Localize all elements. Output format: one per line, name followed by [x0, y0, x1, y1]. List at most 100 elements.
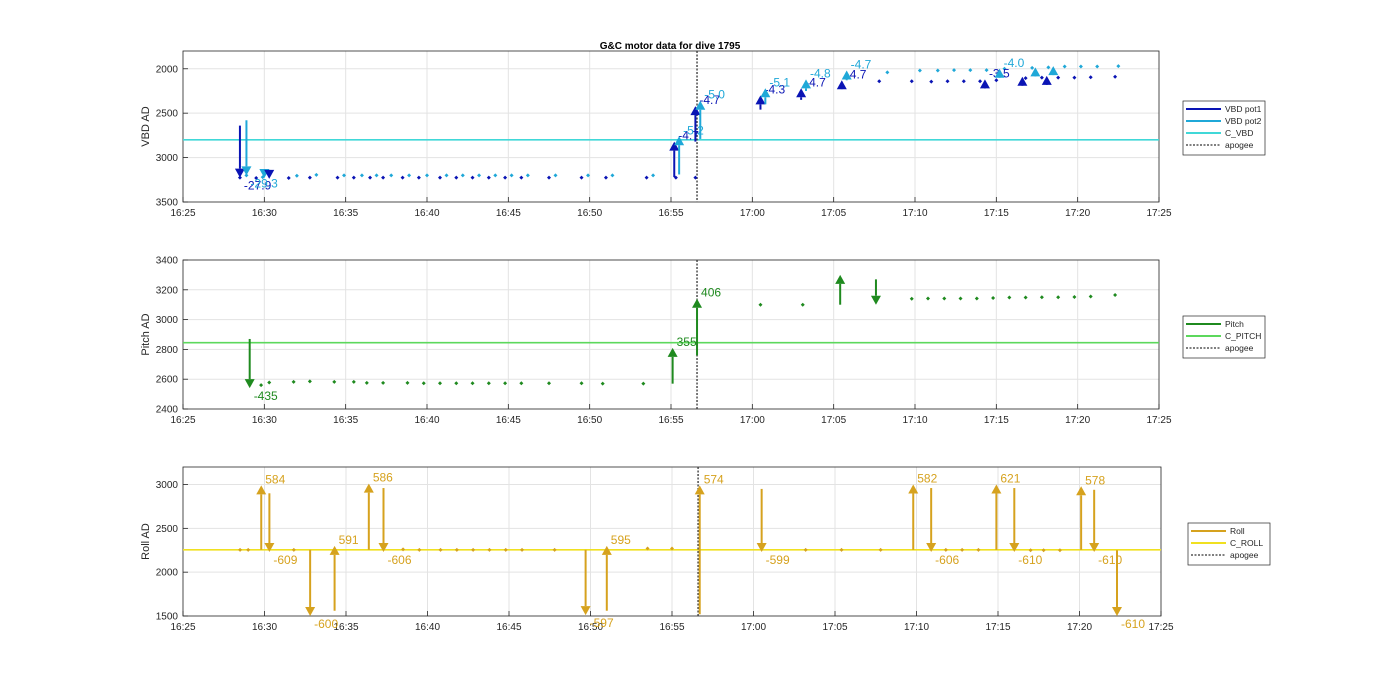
- data-point: [984, 68, 989, 73]
- x-tick-label: 17:05: [821, 415, 846, 426]
- data-point: [493, 173, 498, 178]
- data-point: [644, 175, 649, 180]
- move-arrow-head: [908, 484, 919, 494]
- data-point: [935, 68, 940, 73]
- data-point: [1056, 295, 1061, 300]
- move-arrow-head: [1041, 75, 1052, 85]
- data-point: [460, 173, 465, 178]
- x-tick-label: 16:55: [658, 415, 683, 426]
- x-tick-label: 16:30: [252, 415, 277, 426]
- data-point: [1072, 75, 1077, 80]
- data-point: [547, 175, 551, 180]
- data-point: [381, 380, 386, 385]
- data-point: [487, 547, 492, 552]
- legend-label: C_VBD: [1225, 128, 1253, 138]
- move-arrow-head: [760, 88, 771, 98]
- data-point: [1062, 64, 1067, 69]
- move-arrow-head: [926, 543, 937, 553]
- x-tick-label: 17:15: [985, 622, 1010, 633]
- data-point: [1113, 293, 1118, 298]
- data-point: [693, 175, 698, 180]
- move-arrow-head: [756, 543, 767, 553]
- data-point: [945, 79, 950, 84]
- y-tick-label: 3400: [156, 256, 179, 267]
- move-value-label: -29.3: [250, 176, 278, 190]
- x-tick-label: 17:10: [902, 415, 927, 426]
- data-point: [1088, 294, 1093, 299]
- move-arrow-head: [601, 545, 612, 555]
- x-tick-label: 17:25: [1148, 622, 1173, 633]
- data-point: [1007, 295, 1012, 300]
- data-point: [307, 379, 312, 384]
- move-arrow-head: [690, 106, 701, 116]
- x-tick-label: 17:20: [1065, 208, 1090, 219]
- move-arrow-head: [305, 607, 316, 616]
- data-point: [509, 173, 514, 178]
- data-point: [1046, 65, 1051, 70]
- move-arrow-head: [1030, 67, 1041, 77]
- data-point: [909, 79, 914, 84]
- data-point: [503, 175, 508, 180]
- data-point: [525, 173, 530, 178]
- move-arrow-head: [669, 141, 680, 151]
- data-point: [342, 173, 347, 178]
- data-point: [238, 547, 243, 552]
- move-value-label: 582: [917, 472, 937, 486]
- data-point: [332, 379, 337, 384]
- move-value-label: -610: [1018, 553, 1042, 567]
- x-tick-label: 17:20: [1067, 622, 1092, 633]
- data-point: [547, 381, 551, 386]
- data-point: [351, 175, 356, 180]
- data-point: [878, 547, 883, 552]
- x-tick-label: 17:00: [740, 208, 765, 219]
- legend-label: C_ROLL: [1230, 538, 1263, 548]
- pitch-y-axis-label: Pitch AD: [140, 313, 152, 355]
- data-point: [364, 380, 369, 385]
- data-point: [1028, 548, 1033, 553]
- data-point: [389, 173, 394, 178]
- move-arrow-head: [692, 298, 703, 308]
- legend-label: Pitch: [1225, 319, 1244, 329]
- x-tick-label: 16:45: [496, 208, 521, 219]
- y-tick-label: 2400: [156, 405, 179, 416]
- data-point: [438, 175, 443, 180]
- data-point: [1116, 64, 1121, 69]
- data-point: [961, 79, 966, 84]
- data-point: [885, 70, 890, 75]
- data-point: [470, 175, 475, 180]
- move-value-label: 578: [1085, 473, 1105, 487]
- x-tick-label: 16:55: [659, 622, 684, 633]
- data-point: [454, 175, 459, 180]
- data-point: [1056, 75, 1061, 80]
- move-arrow-head: [674, 136, 685, 146]
- data-point: [267, 380, 272, 385]
- legend-label: VBD pot2: [1225, 116, 1262, 126]
- x-tick-label: 16:50: [577, 415, 602, 426]
- x-tick-label: 16:25: [170, 415, 195, 426]
- y-tick-label: 2000: [156, 64, 179, 75]
- x-tick-label: 16:30: [252, 622, 277, 633]
- data-point: [291, 547, 296, 552]
- data-point: [405, 380, 410, 385]
- move-value-label: -435: [254, 389, 278, 403]
- move-value-label: 574: [704, 472, 724, 486]
- move-arrow-head: [694, 485, 705, 495]
- data-point: [470, 381, 475, 386]
- data-point: [1039, 75, 1044, 80]
- move-arrow-head: [244, 379, 255, 389]
- move-arrow-head: [363, 483, 374, 493]
- vbd-panel: 16:25 16:30 16:35 16:40 16:45 16:50 16:55 17:00…: [140, 50, 1172, 219]
- data-point: [610, 173, 615, 178]
- pitch-panel: 16:25 16:30 16:35 16:40 16:45 16:50 16:55 17:00…: [140, 256, 1172, 427]
- move-arrow-head: [841, 70, 852, 80]
- data-point: [603, 175, 608, 180]
- y-tick-label: 2000: [156, 568, 179, 579]
- legend-label: Roll: [1230, 526, 1245, 536]
- data-point: [579, 175, 584, 180]
- x-tick-label: 17:10: [902, 208, 927, 219]
- data-point: [421, 381, 426, 386]
- data-point: [286, 176, 291, 181]
- x-tick-label: 17:20: [1065, 415, 1090, 426]
- data-point: [1095, 64, 1100, 69]
- x-tick-label: 17:25: [1146, 415, 1171, 426]
